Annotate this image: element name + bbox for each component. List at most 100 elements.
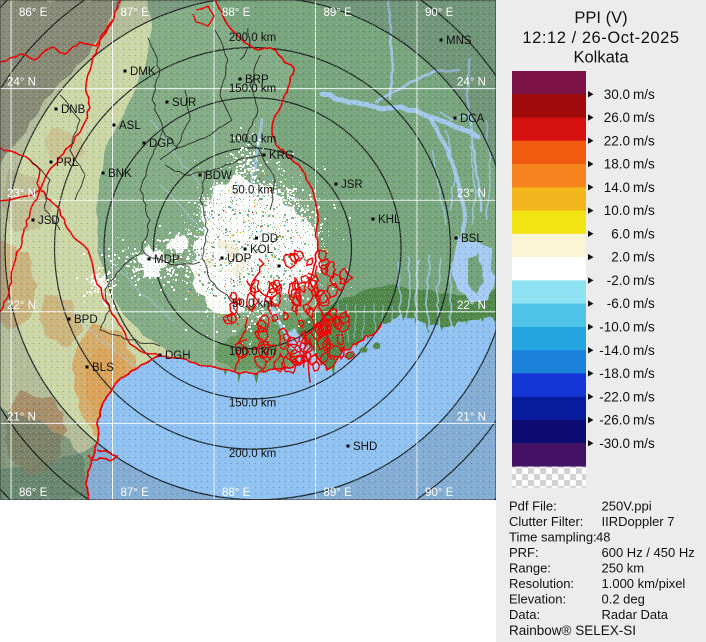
svg-text:BDW: BDW: [205, 170, 232, 182]
svg-text:14.0: 14.0: [604, 180, 630, 195]
svg-text:DD: DD: [262, 233, 279, 245]
svg-text:-22.0: -22.0: [599, 389, 630, 404]
svg-text:m/s: m/s: [633, 87, 655, 102]
svg-text:BRP: BRP: [245, 74, 269, 86]
svg-text:DNB: DNB: [61, 104, 86, 116]
svg-text:90° E: 90° E: [425, 7, 454, 19]
svg-text:m/s: m/s: [633, 226, 655, 241]
svg-text:m/s: m/s: [633, 133, 655, 148]
svg-text:m/s: m/s: [633, 343, 655, 358]
svg-text:30.0: 30.0: [604, 87, 630, 102]
svg-text:JSD: JSD: [38, 215, 60, 227]
svg-text:88° E: 88° E: [222, 7, 251, 19]
svg-text:UDP: UDP: [227, 253, 252, 265]
svg-text:Kolkata: Kolkata: [573, 49, 629, 67]
svg-text:m/s: m/s: [633, 436, 655, 451]
svg-text:250 km: 250 km: [602, 561, 645, 576]
svg-text:2.0: 2.0: [611, 250, 630, 265]
svg-text:23° N: 23° N: [457, 188, 486, 200]
svg-text:PPI (V): PPI (V): [574, 9, 627, 27]
svg-text:87° E: 87° E: [121, 487, 150, 499]
svg-text:DGP: DGP: [149, 138, 174, 150]
svg-text:0.2 deg: 0.2 deg: [602, 592, 645, 607]
svg-text:m/s: m/s: [633, 273, 655, 288]
svg-text:JSR: JSR: [341, 179, 363, 191]
svg-text:m/s: m/s: [633, 320, 655, 335]
svg-text:BSL: BSL: [461, 233, 483, 245]
svg-text:Time sampling:: Time sampling:: [509, 530, 597, 545]
svg-text:Resolution:: Resolution:: [509, 576, 574, 591]
svg-text:6.0: 6.0: [611, 226, 630, 241]
svg-text:m/s: m/s: [633, 389, 655, 404]
svg-text:m/s: m/s: [633, 296, 655, 311]
svg-text:88° E: 88° E: [222, 487, 251, 499]
svg-text:-2.0: -2.0: [607, 273, 630, 288]
svg-text:-18.0: -18.0: [599, 366, 630, 381]
svg-text:12:12 / 26-Oct-2025: 12:12 / 26-Oct-2025: [522, 29, 679, 47]
svg-text:SHD: SHD: [353, 441, 377, 453]
svg-text:PRF:: PRF:: [509, 545, 539, 560]
svg-text:Data:: Data:: [509, 607, 540, 622]
svg-text:MNS: MNS: [446, 35, 472, 47]
svg-text:50.0 km: 50.0 km: [232, 298, 273, 310]
svg-text:10.0: 10.0: [604, 203, 630, 218]
svg-text:86° E: 86° E: [19, 487, 48, 499]
svg-text:-26.0: -26.0: [599, 413, 630, 428]
svg-text:Clutter Filter:: Clutter Filter:: [509, 514, 583, 529]
svg-text:1.000 km/pixel: 1.000 km/pixel: [602, 576, 686, 591]
svg-text:-6.0: -6.0: [607, 296, 630, 311]
svg-text:150.0 km: 150.0 km: [229, 398, 276, 410]
svg-text:23° N: 23° N: [7, 188, 36, 200]
svg-text:150.0 km: 150.0 km: [229, 83, 276, 95]
svg-text:48: 48: [596, 530, 610, 545]
svg-text:SUR: SUR: [172, 97, 196, 109]
svg-text:90° E: 90° E: [425, 487, 454, 499]
svg-text:-14.0: -14.0: [599, 343, 630, 358]
svg-text:50.0 km: 50.0 km: [232, 185, 273, 197]
svg-text:BNK: BNK: [108, 168, 132, 180]
svg-text:250V.ppi: 250V.ppi: [602, 499, 652, 514]
svg-text:89° E: 89° E: [324, 487, 353, 499]
svg-text:IIRDoppler 7: IIRDoppler 7: [602, 514, 675, 529]
svg-text:600 Hz / 450 Hz: 600 Hz / 450 Hz: [602, 545, 695, 560]
svg-text:-30.0: -30.0: [599, 436, 630, 451]
svg-text:m/s: m/s: [633, 157, 655, 172]
svg-text:DGH: DGH: [165, 350, 191, 362]
svg-text:21° N: 21° N: [457, 411, 486, 423]
svg-text:DCA: DCA: [460, 113, 485, 125]
svg-text:100.0 km: 100.0 km: [229, 134, 276, 146]
svg-text:24° N: 24° N: [457, 77, 486, 89]
svg-text:BLS: BLS: [92, 362, 114, 374]
svg-text:KOL: KOL: [250, 244, 274, 256]
svg-text:86° E: 86° E: [19, 7, 48, 19]
svg-text:DMK: DMK: [130, 66, 156, 78]
svg-text:22.0: 22.0: [604, 133, 630, 148]
svg-text:18.0: 18.0: [604, 157, 630, 172]
svg-text:Rainbow® SELEX-SI: Rainbow® SELEX-SI: [509, 623, 636, 638]
svg-text:24° N: 24° N: [7, 77, 36, 89]
svg-text:m/s: m/s: [633, 203, 655, 218]
svg-text:Range:: Range:: [509, 561, 551, 576]
svg-text:KHL: KHL: [378, 214, 401, 226]
svg-text:Elevation:: Elevation:: [509, 592, 566, 607]
svg-text:PRL: PRL: [56, 157, 79, 169]
svg-text:KRG: KRG: [269, 150, 294, 162]
svg-text:22° N: 22° N: [7, 300, 36, 312]
svg-text:Radar Data: Radar Data: [602, 607, 669, 622]
svg-text:m/s: m/s: [633, 180, 655, 195]
svg-text:-10.0: -10.0: [599, 320, 630, 335]
svg-text:m/s: m/s: [633, 250, 655, 265]
svg-text:200.0 km: 200.0 km: [229, 448, 276, 460]
svg-text:ASL: ASL: [119, 120, 141, 132]
svg-text:m/s: m/s: [633, 366, 655, 381]
svg-text:87° E: 87° E: [121, 7, 150, 19]
svg-text:100.0 km: 100.0 km: [229, 346, 276, 358]
svg-text:21° N: 21° N: [7, 411, 36, 423]
svg-text:200.0 km: 200.0 km: [229, 32, 276, 44]
svg-text:m/s: m/s: [633, 110, 655, 125]
svg-text:MDP: MDP: [154, 254, 180, 266]
svg-text:m/s: m/s: [633, 413, 655, 428]
svg-text:BPD: BPD: [74, 314, 98, 326]
svg-text:Pdf File:: Pdf File:: [509, 499, 557, 514]
svg-text:89° E: 89° E: [324, 7, 353, 19]
